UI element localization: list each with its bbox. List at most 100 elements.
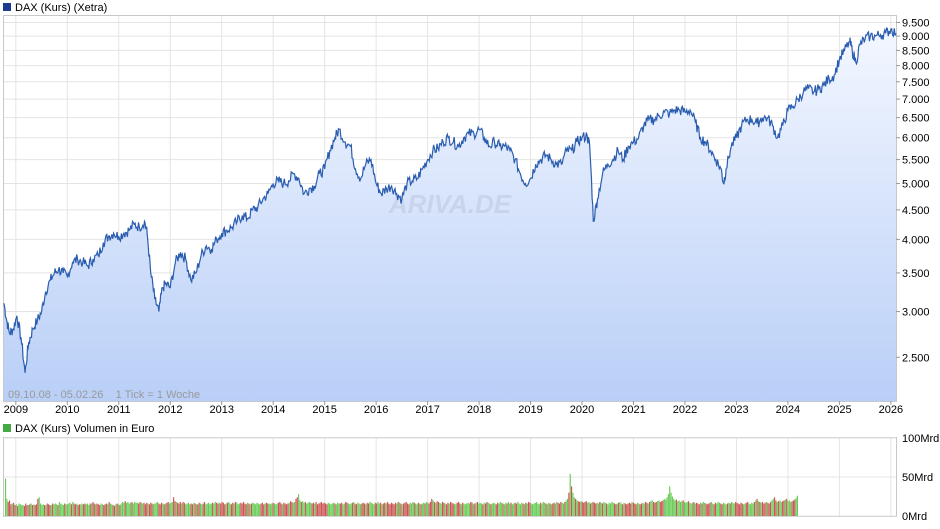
volume-bar bbox=[429, 501, 431, 516]
volume-bar bbox=[421, 503, 423, 516]
volume-bar bbox=[425, 501, 427, 516]
volume-bar bbox=[556, 501, 558, 516]
volume-bar bbox=[187, 502, 189, 516]
volume-bar bbox=[148, 504, 150, 516]
volume-bar bbox=[195, 504, 198, 516]
volume-bar bbox=[224, 504, 226, 516]
volume-bar bbox=[669, 486, 671, 516]
volume-bar bbox=[616, 503, 618, 516]
volume-bar bbox=[398, 502, 401, 516]
volume-bar bbox=[194, 503, 196, 516]
volume-bar bbox=[311, 503, 313, 516]
volume-bar bbox=[380, 502, 382, 516]
volume-bar bbox=[58, 501, 60, 516]
volume-bar bbox=[687, 501, 690, 516]
volume-bar bbox=[483, 502, 485, 516]
volume-bar bbox=[661, 501, 663, 516]
volume-bar bbox=[296, 497, 298, 516]
volume-bar bbox=[308, 501, 310, 516]
volume-bar bbox=[478, 503, 480, 516]
volume-bar bbox=[42, 504, 44, 516]
volume-bar bbox=[80, 504, 82, 516]
volume-bar bbox=[470, 501, 472, 516]
volume-bar bbox=[214, 501, 216, 516]
volume-bar bbox=[134, 501, 136, 516]
volume-bar bbox=[57, 505, 59, 516]
volume-bar bbox=[530, 503, 532, 516]
volume-bar bbox=[608, 502, 610, 516]
volume-bar bbox=[73, 503, 75, 516]
volume-bar bbox=[329, 503, 331, 516]
volume-bar bbox=[212, 502, 214, 516]
volume-bar bbox=[197, 504, 199, 516]
price-x-axis: 2009 2010 2011 2012 2013 2014 2015 2016 2017 2018… bbox=[4, 401, 903, 416]
volume-bar bbox=[77, 505, 79, 516]
volume-bar bbox=[685, 502, 687, 516]
volume-bar bbox=[158, 503, 160, 516]
volume-bar bbox=[540, 502, 542, 516]
volume-bar bbox=[261, 502, 263, 516]
volume-bar bbox=[737, 503, 739, 516]
volume-bar bbox=[373, 504, 375, 516]
volume-bar bbox=[320, 501, 323, 516]
volume-bar bbox=[370, 502, 372, 516]
volume-bar bbox=[701, 503, 703, 516]
volume-bar bbox=[583, 502, 585, 516]
volume-bar bbox=[447, 502, 449, 516]
volume-bar bbox=[26, 505, 28, 516]
volume-bar bbox=[790, 501, 792, 516]
volume-bar bbox=[163, 504, 165, 516]
price-x-tick-label: 2026 bbox=[879, 404, 903, 416]
volume-bar bbox=[29, 504, 31, 516]
volume-bar bbox=[768, 503, 770, 516]
volume-bar bbox=[38, 497, 40, 516]
volume-bar bbox=[21, 505, 23, 516]
price-y-tick-label: 3.000 bbox=[902, 307, 930, 319]
volume-bar bbox=[666, 497, 668, 516]
volume-bar bbox=[191, 504, 194, 516]
volume-bar bbox=[326, 504, 328, 516]
volume-bar bbox=[513, 503, 515, 516]
volume-bar bbox=[267, 503, 269, 516]
volume-bar bbox=[720, 503, 722, 516]
volume-bar bbox=[15, 504, 17, 516]
volume-bar bbox=[183, 502, 185, 516]
volume-bar bbox=[353, 501, 355, 516]
volume-bar bbox=[273, 503, 276, 516]
volume-bar bbox=[494, 503, 496, 516]
volume-bar bbox=[109, 503, 111, 516]
volume-bar bbox=[796, 495, 798, 516]
volume-bar bbox=[624, 503, 626, 516]
volume-bar bbox=[416, 504, 418, 516]
volume-bar bbox=[538, 504, 540, 516]
volume-bar bbox=[146, 502, 148, 516]
volume-bar bbox=[46, 503, 48, 516]
volume-bar bbox=[139, 501, 141, 516]
volume-bar bbox=[678, 500, 680, 516]
volume-bar bbox=[476, 501, 479, 516]
volume-bar bbox=[620, 503, 622, 516]
price-y-tick-label: 5.500 bbox=[902, 155, 930, 167]
volume-bar bbox=[69, 502, 71, 516]
price-x-tick-label: 2024 bbox=[776, 404, 800, 416]
volume-bar bbox=[464, 504, 466, 516]
volume-bar bbox=[601, 503, 604, 516]
volume-bar bbox=[95, 504, 97, 516]
volume-bar bbox=[34, 505, 36, 516]
volume-bar bbox=[787, 501, 789, 516]
volume-bar bbox=[595, 503, 597, 516]
volume-bar bbox=[290, 501, 292, 516]
volume-bar bbox=[554, 503, 557, 516]
volume-bar bbox=[249, 504, 251, 516]
volume-bar bbox=[112, 505, 114, 516]
volume-bar bbox=[287, 503, 289, 516]
volume-bar bbox=[105, 503, 107, 516]
volume-bar bbox=[131, 501, 133, 516]
volume-bar bbox=[64, 503, 66, 516]
volume-bar bbox=[662, 500, 664, 516]
volume-bar bbox=[623, 502, 625, 516]
volume-bar bbox=[415, 503, 417, 516]
volume-bar bbox=[501, 502, 503, 516]
volume-bar bbox=[377, 501, 379, 516]
volume-bar bbox=[714, 502, 716, 516]
